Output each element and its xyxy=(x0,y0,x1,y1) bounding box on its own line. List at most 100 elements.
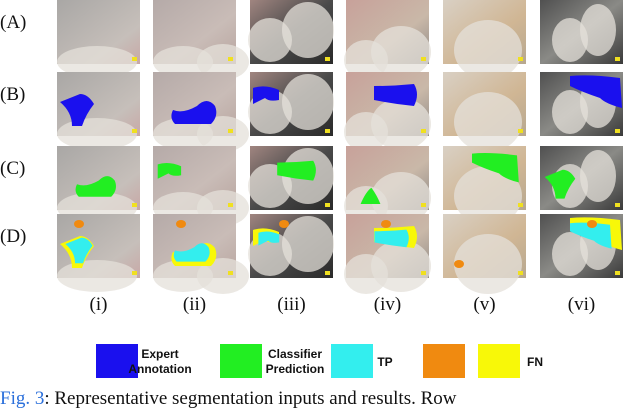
annotation-overlay xyxy=(60,94,94,126)
scale-marker xyxy=(228,271,233,275)
image-panel xyxy=(248,0,334,64)
image-panel xyxy=(443,72,526,152)
tooth xyxy=(580,150,616,202)
image-panel xyxy=(443,214,526,294)
scale-marker xyxy=(132,57,137,61)
tooth xyxy=(57,118,137,150)
tooth xyxy=(454,166,522,226)
image-panel xyxy=(57,146,140,224)
scale-marker xyxy=(421,57,426,61)
scale-marker xyxy=(325,203,330,207)
image-panel xyxy=(248,214,334,278)
tp-overlay xyxy=(258,231,280,246)
annotation-overlay xyxy=(374,84,417,106)
tooth xyxy=(580,4,616,56)
prediction-overlay xyxy=(157,162,182,179)
prediction-overlay xyxy=(360,187,381,204)
scale-marker xyxy=(615,57,620,61)
fp-overlay xyxy=(587,220,597,228)
tooth xyxy=(248,18,292,62)
scale-marker xyxy=(421,271,426,275)
prediction-overlay xyxy=(277,160,316,181)
scale-marker xyxy=(518,271,523,275)
image-panel xyxy=(57,214,140,292)
prediction-overlay xyxy=(75,176,116,197)
tooth xyxy=(552,90,588,134)
scale-marker xyxy=(421,203,426,207)
row-label: (D) xyxy=(0,226,26,247)
scale-marker xyxy=(325,57,330,61)
scale-marker xyxy=(421,129,426,133)
tp-overlay xyxy=(570,222,612,249)
image-panel xyxy=(57,72,140,150)
tooth xyxy=(57,260,137,292)
legend-swatch xyxy=(220,344,262,378)
tooth xyxy=(282,74,334,130)
legend-label: Prediction xyxy=(266,362,325,376)
legend-label: TP xyxy=(377,355,392,369)
tooth xyxy=(454,20,522,80)
legend-label: Expert xyxy=(141,347,178,361)
prediction-overlay xyxy=(544,169,576,199)
scale-marker xyxy=(132,203,137,207)
caption: Fig. 3: Representative segmentation inpu… xyxy=(0,388,457,409)
caption-label: Fig. 3 xyxy=(0,388,44,409)
image-panel xyxy=(57,0,140,78)
fp-overlay xyxy=(381,220,391,228)
annotation-overlay xyxy=(570,75,622,108)
tooth xyxy=(197,44,249,80)
scale-marker xyxy=(615,129,620,133)
tooth xyxy=(57,46,137,78)
fp-overlay xyxy=(454,260,464,268)
tp-overlay xyxy=(65,237,93,264)
legend-swatch xyxy=(96,344,138,378)
image-panel xyxy=(248,146,334,210)
column-label: (iii) xyxy=(277,294,306,315)
image-panel xyxy=(344,146,431,226)
row-label: (A) xyxy=(0,12,26,33)
scale-marker xyxy=(518,129,523,133)
scale-marker xyxy=(132,271,137,275)
image-panel xyxy=(540,72,623,136)
prediction-overlay xyxy=(472,153,519,183)
legend-label: Classifier xyxy=(268,347,322,361)
column-label: (i) xyxy=(90,294,108,315)
tooth xyxy=(552,18,588,62)
tooth xyxy=(371,98,431,150)
legend-label: FN xyxy=(527,355,543,369)
tooth xyxy=(454,234,522,294)
scale-marker xyxy=(228,203,233,207)
scale-marker xyxy=(615,271,620,275)
tooth xyxy=(197,258,249,294)
row-label: (B) xyxy=(0,84,25,105)
image-panel xyxy=(344,0,431,80)
annotation-overlay xyxy=(171,101,217,124)
tooth xyxy=(371,172,431,224)
image-panel xyxy=(153,214,249,294)
column-label: (ii) xyxy=(183,294,206,315)
column-label: (iv) xyxy=(374,294,401,315)
legend-swatch xyxy=(423,344,465,378)
scale-marker xyxy=(615,203,620,207)
image-panel xyxy=(153,72,249,152)
image-panel xyxy=(344,72,431,152)
image-panel xyxy=(540,0,623,64)
image-panel xyxy=(540,146,623,210)
legend-swatch xyxy=(478,344,520,378)
tooth xyxy=(371,240,431,292)
fp-overlay xyxy=(74,220,84,228)
tp-overlay xyxy=(173,243,210,262)
image-panel xyxy=(248,72,334,136)
tooth xyxy=(153,118,213,150)
tp-overlay xyxy=(374,229,409,248)
scale-marker xyxy=(325,271,330,275)
caption-text: : Representative segmentation inputs and… xyxy=(44,388,456,409)
tooth xyxy=(282,216,334,272)
tooth xyxy=(282,2,334,58)
scale-marker xyxy=(228,129,233,133)
tooth xyxy=(454,92,522,152)
image-panel xyxy=(153,0,249,80)
image-panel xyxy=(443,0,526,80)
annotation-overlay xyxy=(253,86,279,104)
tooth xyxy=(153,260,213,292)
